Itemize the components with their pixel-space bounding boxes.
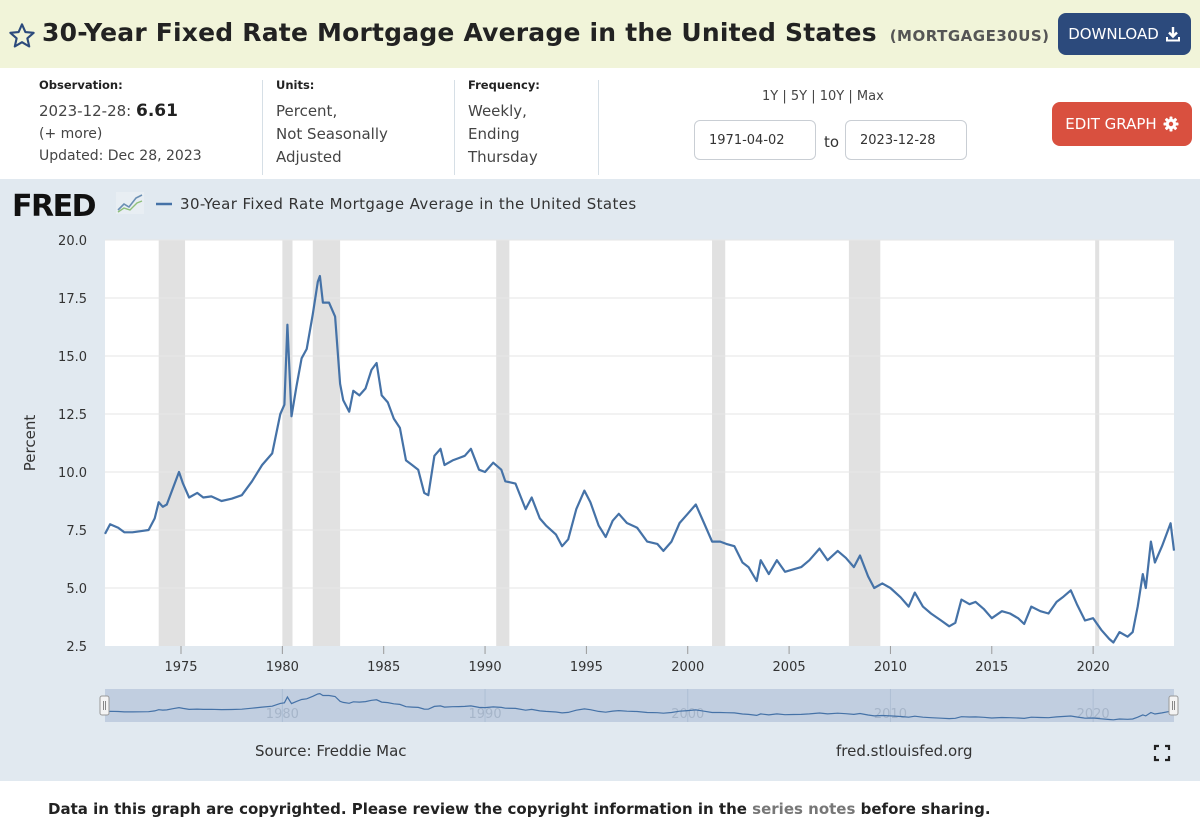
recession-band [282,240,293,646]
chart-svg: FRED 30-Year Fixed Rate Mortgage Average… [12,189,1179,762]
x-tick-label: 1990 [469,660,502,675]
download-icon [1165,27,1180,42]
download-label: DOWNLOAD [1068,25,1159,43]
navigator-tick-label: 2020 [1077,707,1110,722]
navigator-tick-label: 1990 [469,707,502,722]
frequency-info: Frequency: Weekly, Ending Thursday [468,78,540,178]
frequency-line-2: Ending [468,125,520,143]
y-tick-label: 7.5 [66,524,87,539]
x-tick-label: 2020 [1077,660,1110,675]
recession-band [496,240,510,646]
units-line-3: Adjusted [276,148,342,166]
x-tick-label: 1985 [367,660,400,675]
y-tick-label: 15.0 [58,350,87,365]
copyright-text-end: before sharing. [855,800,991,818]
series-title: 30-Year Fixed Rate Mortgage Average in t… [42,18,877,47]
units-label: Units: [276,78,315,92]
navigator-handle-left[interactable] [99,695,110,716]
chart-panel: FRED 30-Year Fixed Rate Mortgage Average… [0,179,1200,781]
observation-label: Observation: [39,78,123,92]
star-icon[interactable] [8,22,36,50]
x-tick-label: 1975 [164,660,197,675]
range-separator: | [844,89,857,104]
title-bar: 30-Year Fixed Rate Mortgage Average in t… [0,0,1200,68]
x-tick-label: 2000 [671,660,704,675]
frequency-label: Frequency: [468,78,540,92]
updated-date: Updated: Dec 28, 2023 [39,148,202,164]
y-tick-label: 10.0 [58,466,87,481]
fred-logo: FRED [12,189,96,224]
navigator-line [104,692,1175,721]
y-tick-label: 12.5 [58,408,87,423]
recession-band [1095,240,1100,646]
divider [598,80,599,175]
range-max[interactable]: Max [856,89,884,104]
range-selector: 1Y | 5Y | 10Y | Max [762,89,884,104]
copyright-note: Data in this graph are copyrighted. Plea… [48,800,991,818]
frequency-line-1: Weekly, [468,102,527,120]
gear-icon [1163,116,1179,132]
recession-band [312,240,341,646]
navigator-tick-label: 2010 [874,707,907,722]
x-tick-label: 1980 [266,660,299,675]
fullscreen-icon[interactable] [1153,744,1171,762]
range-separator: | [778,89,791,104]
navigator-handle-right[interactable] [1168,695,1179,716]
start-date-input[interactable] [694,120,816,160]
divider [454,80,455,175]
page-title: 30-Year Fixed Rate Mortgage Average in t… [42,18,1050,47]
x-tick-label: 1995 [570,660,603,675]
source-label: Source: Freddie Mac [255,742,407,760]
series-line [104,274,1176,644]
x-tick-label: 2005 [773,660,806,675]
more-observations-link[interactable]: (+ more) [39,126,103,142]
y-tick-label: 2.5 [66,640,87,655]
plot-area [105,240,1174,646]
navigator-tick-label: 2000 [671,707,704,722]
navigator[interactable] [105,689,1174,722]
range-separator: | [807,89,820,104]
observation-date: 2023-12-28: [39,102,132,120]
edit-graph-label: EDIT GRAPH [1065,115,1157,133]
recession-band [158,240,186,646]
observation-line: 2023-12-28: 6.61 [39,100,202,123]
recession-band [848,240,881,646]
units-line-1: Percent, [276,102,338,120]
range-1y[interactable]: 1Y [762,89,779,104]
observation-info: Observation: 2023-12-28: 6.61 (+ more) U… [39,78,202,178]
y-tick-label: 5.0 [66,582,87,597]
series-notes-link[interactable]: series notes [752,800,856,818]
site-label: fred.stlouisfed.org [836,742,973,760]
navigator-tick-label: 1980 [266,707,299,722]
observation-value: 6.61 [136,101,178,121]
divider [262,80,263,175]
range-10y[interactable]: 10Y [819,89,845,104]
x-tick-label: 2015 [975,660,1008,675]
legend-label: 30-Year Fixed Rate Mortgage Average in t… [180,195,637,213]
edit-graph-button[interactable]: EDIT GRAPH [1052,102,1192,146]
units-info: Units: Percent, Not Seasonally Adjusted [276,78,388,178]
range-5y[interactable]: 5Y [790,89,808,104]
y-tick-label: 20.0 [58,234,87,249]
y-tick-label: 17.5 [58,292,87,307]
y-axis-label: Percent [21,415,39,472]
x-tick-label: 2010 [874,660,907,675]
to-label: to [824,133,840,151]
fred-logo-graph-icon [116,192,144,214]
download-button[interactable]: DOWNLOAD [1058,13,1191,55]
units-line-2: Not Seasonally [276,125,388,143]
series-id: (MORTGAGE30US) [889,27,1050,45]
frequency-line-3: Thursday [468,148,538,166]
recession-band [712,240,726,646]
copyright-text: Data in this graph are copyrighted. Plea… [48,800,753,818]
end-date-input[interactable] [845,120,967,160]
